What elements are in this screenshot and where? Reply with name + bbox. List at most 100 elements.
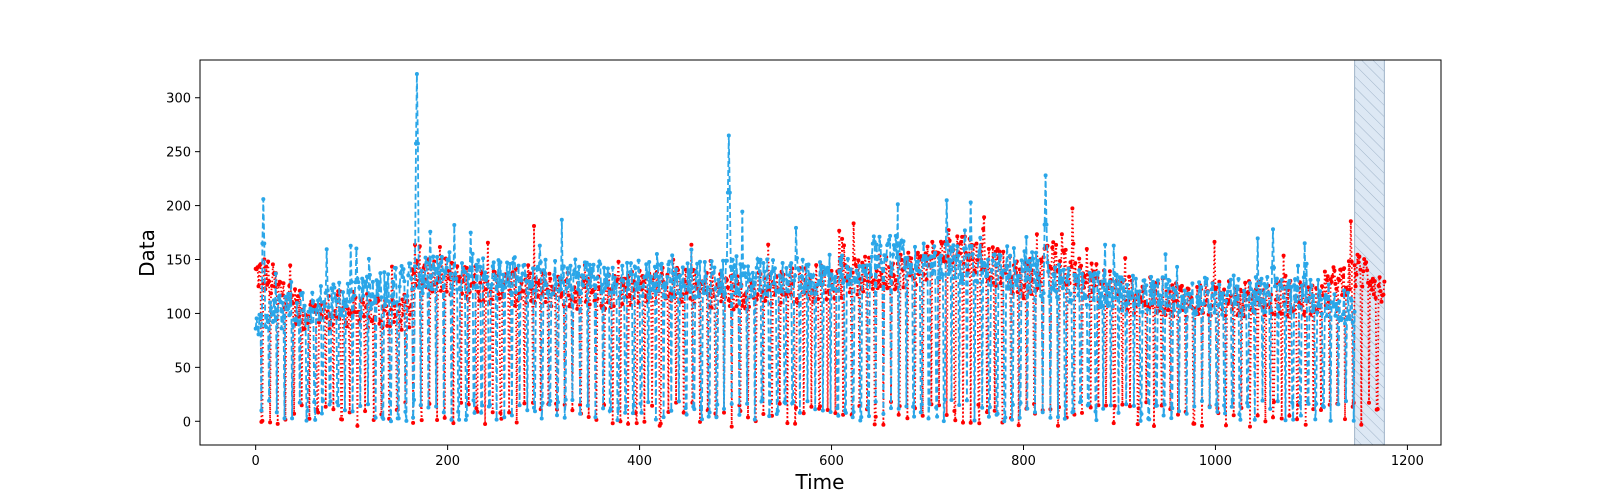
data-point-predicted xyxy=(393,266,398,270)
data-point-predicted xyxy=(464,413,469,418)
data-point-observed xyxy=(1243,280,1248,285)
data-point-predicted xyxy=(929,254,934,259)
data-point-predicted xyxy=(1261,298,1266,303)
data-point-predicted xyxy=(420,291,425,296)
data-point-predicted xyxy=(861,263,866,268)
data-point-predicted xyxy=(436,271,440,276)
data-point-predicted xyxy=(533,288,538,293)
data-point-observed xyxy=(1071,241,1076,246)
y-tick-label: 50 xyxy=(174,361,191,376)
data-point-predicted xyxy=(568,263,573,268)
data-point-observed xyxy=(1361,269,1366,274)
data-point-predicted xyxy=(730,257,735,262)
data-point-predicted xyxy=(258,316,263,321)
data-point-predicted xyxy=(683,406,688,411)
data-point-predicted xyxy=(707,410,712,415)
data-point-predicted xyxy=(271,298,276,303)
data-point-predicted xyxy=(817,278,822,283)
data-point-predicted xyxy=(818,260,822,265)
data-point-observed xyxy=(1364,260,1369,265)
data-point-observed xyxy=(689,242,694,247)
data-point-predicted xyxy=(938,275,942,280)
data-point-predicted xyxy=(820,408,825,413)
data-point-predicted xyxy=(1194,311,1199,316)
data-point-predicted xyxy=(819,282,823,287)
data-point-observed xyxy=(1348,219,1353,224)
data-point-predicted xyxy=(1242,288,1247,293)
data-point-predicted xyxy=(752,417,757,422)
data-point-predicted xyxy=(1091,297,1096,302)
data-point-predicted xyxy=(590,274,595,279)
data-point-observed xyxy=(566,293,571,298)
data-point-predicted xyxy=(628,261,633,266)
data-point-predicted xyxy=(646,400,651,405)
data-point-predicted xyxy=(715,402,720,407)
data-point-predicted xyxy=(699,405,703,410)
data-point-observed xyxy=(335,293,340,298)
data-point-predicted xyxy=(324,247,329,252)
data-point-predicted xyxy=(918,410,923,415)
data-point-predicted xyxy=(1056,415,1060,419)
data-point-predicted xyxy=(513,290,518,295)
data-point-predicted xyxy=(1275,399,1280,404)
data-point-predicted xyxy=(1324,313,1329,318)
data-point-predicted xyxy=(833,274,838,279)
data-point-observed xyxy=(1357,254,1362,259)
data-point-predicted xyxy=(915,259,920,264)
data-point-predicted xyxy=(1018,400,1023,405)
data-point-predicted xyxy=(452,223,457,227)
data-point-predicted xyxy=(631,403,636,408)
data-point-predicted xyxy=(1053,265,1058,270)
data-point-observed xyxy=(679,299,684,304)
data-point-predicted xyxy=(613,286,618,290)
data-point-predicted xyxy=(754,265,759,270)
data-point-predicted xyxy=(1230,398,1235,403)
data-point-predicted xyxy=(610,265,615,270)
data-point-observed xyxy=(851,221,856,226)
data-point-predicted xyxy=(739,284,744,289)
data-point-predicted xyxy=(1077,268,1082,273)
data-point-predicted xyxy=(934,405,939,410)
data-point-predicted xyxy=(494,417,499,422)
data-point-predicted xyxy=(1240,312,1245,317)
data-point-observed xyxy=(340,417,344,422)
data-point-observed xyxy=(616,259,621,264)
data-point-predicted xyxy=(562,415,567,420)
data-point-observed xyxy=(1381,292,1386,297)
data-point-predicted xyxy=(1288,310,1293,315)
data-point-observed xyxy=(974,241,979,246)
data-point-predicted xyxy=(894,255,899,260)
data-point-predicted xyxy=(416,285,421,290)
data-point-observed xyxy=(484,287,488,292)
data-point-predicted xyxy=(640,294,645,299)
data-point-observed xyxy=(281,281,286,286)
data-point-observed xyxy=(1356,260,1361,265)
data-series-group xyxy=(253,72,1387,429)
data-point-predicted xyxy=(459,287,464,292)
data-point-predicted xyxy=(533,409,537,414)
data-point-predicted xyxy=(1111,243,1116,248)
data-point-observed xyxy=(331,407,336,412)
data-point-predicted xyxy=(382,270,387,275)
data-point-predicted xyxy=(766,285,771,289)
data-point-predicted xyxy=(852,276,857,280)
data-point-predicted xyxy=(1010,417,1014,422)
data-point-observed xyxy=(1056,423,1060,428)
data-point-predicted xyxy=(377,288,382,293)
data-point-predicted xyxy=(1328,418,1333,423)
data-point-predicted xyxy=(1116,410,1121,415)
data-point-observed xyxy=(529,298,534,303)
data-point-predicted xyxy=(274,410,279,415)
data-point-predicted xyxy=(635,281,640,286)
data-point-predicted xyxy=(1120,308,1125,313)
data-point-predicted xyxy=(871,234,876,239)
data-point-predicted xyxy=(1347,317,1352,322)
data-point-observed xyxy=(1192,421,1197,426)
data-point-predicted xyxy=(663,295,668,300)
data-point-predicted xyxy=(992,252,997,257)
data-point-observed xyxy=(1070,206,1075,211)
data-point-predicted xyxy=(1155,278,1160,283)
data-point-predicted xyxy=(1314,401,1319,406)
data-point-predicted xyxy=(563,397,568,402)
data-point-predicted xyxy=(968,200,973,205)
